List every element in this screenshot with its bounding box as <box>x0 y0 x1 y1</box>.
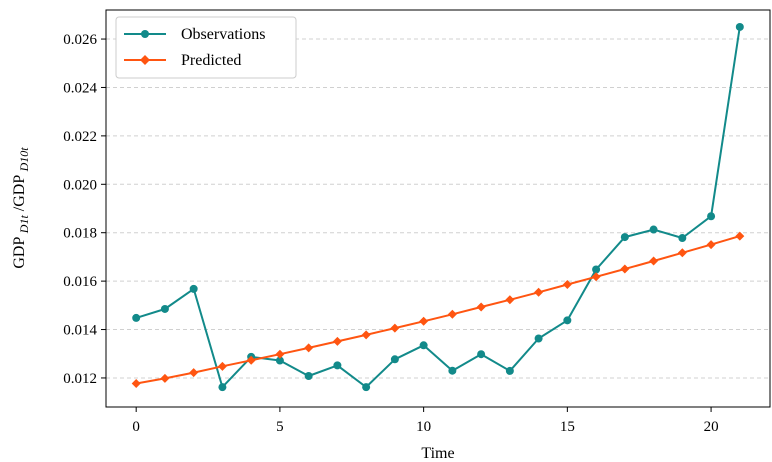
series-layer <box>131 22 745 392</box>
x-tick-label: 0 <box>132 419 140 435</box>
data-point-observations <box>678 234 687 243</box>
y-tick-label: 0.024 <box>63 80 97 96</box>
y-label-sub1: D1t <box>17 215 31 235</box>
data-point-predicted <box>649 256 659 266</box>
y-tick-label: 0.012 <box>63 371 97 387</box>
data-point-predicted <box>620 264 630 274</box>
y-axis-label: GDP D1t /GDP D10t <box>11 147 32 269</box>
data-point-observations <box>563 316 572 325</box>
y-label-sub2: D10t <box>17 147 31 173</box>
data-point-observations <box>304 372 313 381</box>
x-tick-label: 5 <box>276 419 284 435</box>
series-line-predicted <box>136 235 741 385</box>
data-point-observations <box>218 383 227 392</box>
data-point-observations <box>275 356 284 365</box>
data-point-predicted <box>505 295 515 305</box>
data-point-predicted <box>447 309 457 319</box>
x-tick-label: 15 <box>560 419 575 435</box>
data-point-predicted <box>131 379 141 389</box>
data-point-observations <box>505 366 514 375</box>
y-axis-ticks: 0.012 0.014 0.016 0.018 0.020 0.022 0.024 0.026 <box>63 32 106 387</box>
data-point-predicted <box>275 349 285 359</box>
data-point-observations <box>448 366 457 375</box>
y-tick-label: 0.016 <box>63 274 97 290</box>
data-point-predicted <box>419 316 429 326</box>
data-point-predicted <box>735 231 745 241</box>
data-point-predicted <box>217 361 227 371</box>
data-point-observations <box>620 233 629 242</box>
data-point-predicted <box>591 272 601 282</box>
data-point-observations <box>132 313 141 322</box>
data-point-predicted <box>534 287 544 297</box>
x-axis-ticks: 0 5 10 15 20 <box>132 407 719 435</box>
legend-marker-predicted <box>140 55 150 65</box>
legend-label-observations: Observations <box>181 26 265 43</box>
series-line-observations <box>135 26 741 389</box>
data-point-predicted <box>677 248 687 258</box>
data-point-observations <box>333 361 342 370</box>
y-tick-label: 0.022 <box>63 129 97 145</box>
data-point-observations <box>707 212 716 221</box>
data-point-observations <box>189 284 198 293</box>
data-point-predicted <box>562 280 572 290</box>
data-point-observations <box>362 383 371 392</box>
y-tick-label: 0.020 <box>63 177 97 193</box>
data-point-predicted <box>189 368 199 378</box>
data-point-observations <box>477 350 486 359</box>
legend-box <box>115 16 297 79</box>
y-label-main: GDP <box>11 237 28 269</box>
y-tick-label: 0.026 <box>63 32 97 48</box>
data-point-predicted <box>361 330 371 340</box>
x-tick-label: 20 <box>704 419 719 435</box>
data-point-observations <box>390 355 399 364</box>
y-tick-label: 0.014 <box>63 323 97 339</box>
legend-label-predicted: Predicted <box>181 52 241 69</box>
data-point-predicted <box>246 355 256 365</box>
data-point-predicted <box>332 336 342 346</box>
legend-marker-observations <box>141 30 149 38</box>
data-point-predicted <box>706 240 716 250</box>
data-point-predicted <box>390 323 400 333</box>
legend: Observations Predicted <box>115 16 297 79</box>
x-axis-label: Time <box>421 445 454 462</box>
data-point-predicted <box>304 343 314 353</box>
data-point-predicted <box>160 373 170 383</box>
data-point-observations <box>160 304 169 313</box>
data-point-observations <box>592 265 601 274</box>
data-point-predicted <box>476 302 486 312</box>
data-point-observations <box>534 334 543 343</box>
x-tick-label: 10 <box>416 419 431 435</box>
y-label-slash: /GDP <box>11 175 28 212</box>
data-point-observations <box>735 22 744 31</box>
plot-frame <box>105 9 771 408</box>
data-point-observations <box>649 225 658 234</box>
grid-lines <box>106 38 770 379</box>
y-tick-label: 0.018 <box>63 226 97 242</box>
data-point-observations <box>419 341 428 350</box>
